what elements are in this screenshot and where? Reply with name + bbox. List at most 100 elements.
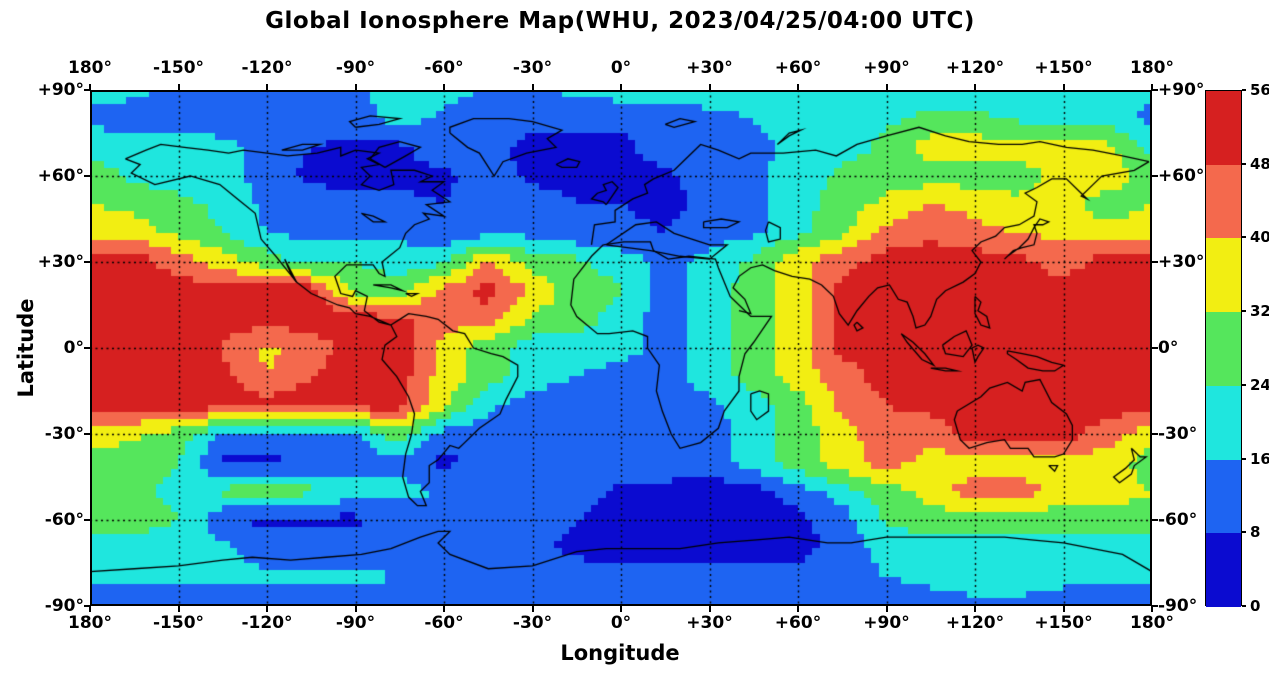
plot-border	[90, 90, 1152, 606]
tick-mark	[266, 84, 268, 90]
colorbar-band	[1206, 385, 1241, 460]
right-axis-tick-label: 0°	[1158, 338, 1179, 358]
tick-mark	[1242, 310, 1246, 313]
colorbar-tick-label: 56	[1250, 81, 1269, 99]
top-axis-tick-label: +30°	[686, 58, 733, 78]
tick-mark	[1062, 606, 1065, 612]
top-axis-tick-label: +120°	[945, 58, 1005, 78]
tick-mark	[620, 606, 622, 612]
tick-mark	[708, 606, 711, 612]
tec-heatmap-canvas	[90, 90, 1152, 606]
left-axis-tick-label: -30°	[44, 424, 84, 444]
colorbar-band	[1206, 164, 1241, 239]
tick-mark	[1152, 433, 1158, 435]
colorbar-tick-label: 24	[1250, 375, 1269, 394]
tick-mark	[1242, 162, 1246, 165]
tick-mark	[1151, 606, 1153, 612]
tick-mark	[89, 606, 91, 612]
left-axis-tick-label: +60°	[37, 166, 84, 186]
tick-mark	[84, 433, 90, 435]
left-axis-tick-label: 0°	[63, 338, 84, 358]
tick-mark	[797, 606, 799, 612]
tick-mark	[708, 84, 711, 90]
right-axis-tick-label: +60°	[1158, 166, 1205, 186]
colorbar-tick-label: 40	[1250, 228, 1269, 247]
tick-mark	[797, 84, 799, 90]
tick-mark	[1151, 84, 1153, 90]
tick-mark	[266, 606, 268, 612]
tick-mark	[177, 84, 180, 90]
colorbar-tick-label: 48	[1250, 154, 1269, 173]
top-axis-tick-label: -120°	[241, 58, 293, 78]
bottom-axis-tick-label: -120°	[241, 613, 293, 633]
tick-mark	[1152, 605, 1158, 607]
tick-mark	[84, 89, 90, 91]
top-axis-tick-label: -150°	[152, 58, 205, 78]
top-axis-tick-label: -90°	[335, 58, 376, 78]
top-axis-tick-label: 180°	[68, 58, 112, 78]
bottom-axis-tick-label: +90°	[863, 613, 910, 633]
bottom-axis-tick-label: +30°	[686, 613, 733, 633]
tick-mark	[84, 519, 90, 521]
tick-mark	[84, 175, 90, 177]
tick-mark	[1242, 457, 1246, 460]
right-axis-tick-label: -30°	[1158, 424, 1198, 444]
tick-mark	[1062, 84, 1065, 90]
tick-mark	[1242, 531, 1246, 534]
bottom-axis-tick-label: -150°	[152, 613, 205, 633]
tick-mark	[354, 84, 357, 90]
tick-mark	[1242, 605, 1246, 607]
top-axis-tick-label: 0°	[610, 58, 632, 78]
tick-mark	[1242, 236, 1246, 239]
tick-mark	[974, 606, 976, 612]
tick-mark	[1152, 519, 1158, 521]
top-axis-tick-label: +60°	[774, 58, 822, 78]
top-axis-tick-label: -60°	[424, 58, 464, 78]
tick-mark	[89, 84, 91, 90]
top-axis-tick-label: 180°	[1130, 58, 1174, 78]
tick-mark	[443, 606, 445, 612]
tick-mark	[1152, 347, 1158, 349]
tick-mark	[177, 606, 180, 612]
tick-mark	[531, 84, 534, 90]
bottom-axis-tick-label: -30°	[512, 613, 553, 633]
bottom-axis-tick-label: +120°	[945, 613, 1005, 633]
tick-mark	[1152, 175, 1158, 177]
right-axis-tick-label: +90°	[1158, 80, 1205, 100]
bottom-axis-tick-label: +60°	[774, 613, 822, 633]
tick-mark	[885, 84, 888, 90]
colorbar	[1205, 90, 1242, 607]
bottom-axis-tick-label: -60°	[424, 613, 464, 633]
colorbar-tick-label: 0	[1250, 597, 1261, 615]
tick-mark	[885, 606, 888, 612]
colorbar-band	[1206, 533, 1241, 607]
figure-title: Global Ionosphere Map(WHU, 2023/04/25/04…	[265, 8, 975, 34]
x-axis-title: Longitude	[560, 641, 680, 665]
tick-mark	[1242, 383, 1246, 386]
colorbar-tick-label: 16	[1250, 449, 1269, 468]
bottom-axis-tick-label: 180°	[1130, 613, 1174, 633]
right-axis-tick-label: -60°	[1158, 510, 1198, 530]
tick-mark	[84, 347, 90, 349]
tick-mark	[1152, 261, 1158, 263]
tick-mark	[974, 84, 976, 90]
y-axis-title: Latitude	[14, 298, 38, 398]
tick-mark	[84, 261, 90, 263]
tick-mark	[354, 606, 357, 612]
colorbar-tick-label: 32	[1250, 302, 1269, 321]
colorbar-band	[1206, 238, 1241, 313]
right-axis-tick-label: +30°	[1158, 252, 1205, 272]
left-axis-tick-label: -60°	[44, 510, 84, 530]
left-axis-tick-label: +30°	[37, 252, 84, 272]
left-axis-tick-label: -90°	[44, 596, 84, 616]
top-axis-tick-label: -30°	[512, 58, 553, 78]
tick-mark	[1152, 89, 1158, 91]
top-axis-tick-label: +150°	[1034, 58, 1093, 78]
colorbar-band	[1206, 459, 1241, 534]
colorbar-tick-label: 8	[1250, 523, 1261, 542]
right-axis-tick-label: -90°	[1158, 596, 1198, 616]
bottom-axis-tick-label: -90°	[335, 613, 376, 633]
bottom-axis-tick-label: 180°	[68, 613, 112, 633]
top-axis-tick-label: +90°	[863, 58, 910, 78]
